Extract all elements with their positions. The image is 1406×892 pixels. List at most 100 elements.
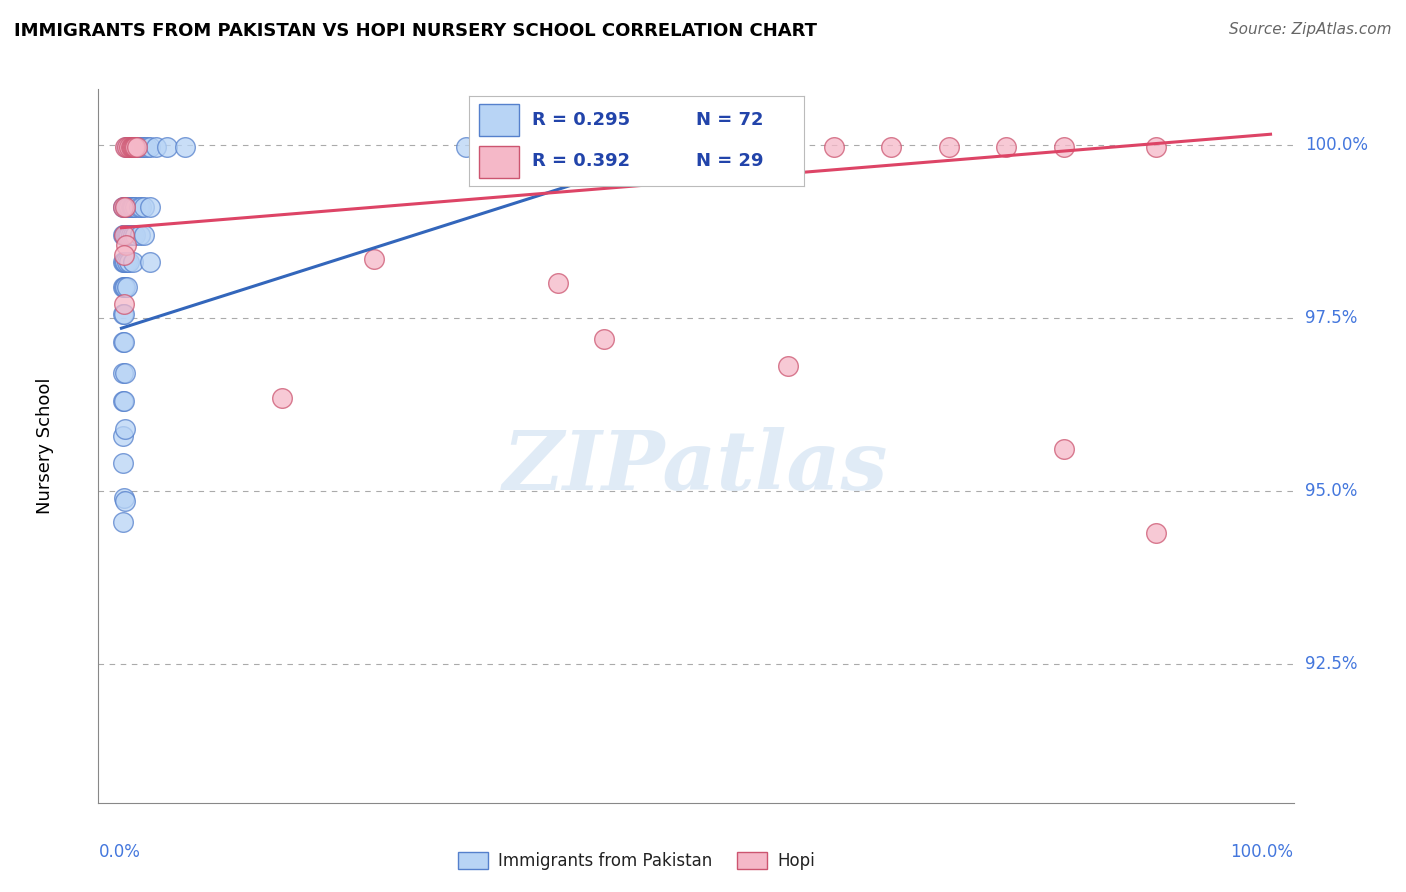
Point [111,227,134,242]
Point [117,200,139,214]
Point [135,139,157,153]
Text: IMMIGRANTS FROM PAKISTAN VS HOPI NURSERY SCHOOL CORRELATION CHART: IMMIGRANTS FROM PAKISTAN VS HOPI NURSERY… [14,22,817,40]
Point [111,307,134,321]
Point [112,307,135,321]
Point [118,139,141,153]
Point [1144,139,1167,153]
Point [124,227,146,242]
Point [122,139,145,153]
Point [117,227,139,242]
Text: 92.5%: 92.5% [1305,656,1358,673]
Point [125,139,148,153]
Text: ZIPatlas: ZIPatlas [503,427,889,508]
Point [145,139,167,153]
Text: 100.0%: 100.0% [1305,136,1368,153]
Point [114,494,136,508]
Point [776,359,799,374]
Point [120,200,142,214]
Point [938,139,960,153]
Point [114,227,136,242]
Point [115,227,138,242]
Point [118,139,141,153]
Point [115,139,138,153]
Point [115,255,138,269]
Point [118,227,141,242]
Point [124,200,146,214]
Point [127,139,149,153]
Point [121,200,143,214]
Point [118,255,141,269]
Point [112,255,135,269]
Point [122,139,145,153]
Point [115,139,138,153]
Point [111,279,134,293]
Text: Nursery School: Nursery School [35,377,53,515]
Point [173,139,195,153]
Text: 95.0%: 95.0% [1305,482,1358,500]
Point [111,200,134,214]
Point [122,227,145,242]
Point [112,248,135,262]
Point [111,200,134,214]
Point [120,139,142,153]
Point [114,200,136,214]
Point [880,139,903,153]
Point [1053,442,1076,457]
Point [114,422,136,436]
Point [1053,139,1076,153]
Point [134,227,156,242]
Point [1144,525,1167,540]
Point [115,238,138,252]
Point [112,491,135,505]
Point [120,227,142,242]
Point [122,139,145,153]
Point [995,139,1018,153]
Point [112,227,135,242]
Point [131,139,153,153]
Text: 100.0%: 100.0% [1230,843,1294,861]
Point [112,297,135,311]
Point [122,139,145,153]
Point [115,279,138,293]
Point [117,139,139,153]
Point [823,139,845,153]
Point [121,139,143,153]
Point [115,227,138,242]
Text: 97.5%: 97.5% [1305,309,1358,326]
Point [134,200,156,214]
Point [605,139,627,153]
Point [456,139,478,153]
Point [112,279,135,293]
Point [118,200,141,214]
Point [122,255,145,269]
Point [128,200,150,214]
Point [112,227,135,242]
Point [139,255,162,269]
Point [111,428,134,442]
Point [363,252,385,266]
Point [128,139,150,153]
Point [114,366,136,380]
Point [124,139,146,153]
Point [114,279,136,293]
Point [111,515,134,529]
Point [114,139,136,153]
Point [129,200,152,214]
Point [121,139,143,153]
Point [111,334,134,349]
Point [115,200,138,214]
Point [156,139,179,153]
Point [111,366,134,380]
Point [114,255,136,269]
Point [120,139,142,153]
Point [547,276,569,290]
Point [111,255,134,269]
Point [115,200,138,214]
Point [593,332,616,346]
Legend: Immigrants from Pakistan, Hopi: Immigrants from Pakistan, Hopi [451,845,821,877]
Text: 0.0%: 0.0% [98,843,141,861]
Point [124,139,146,153]
Point [139,200,162,214]
Point [111,394,134,409]
Point [111,456,134,470]
